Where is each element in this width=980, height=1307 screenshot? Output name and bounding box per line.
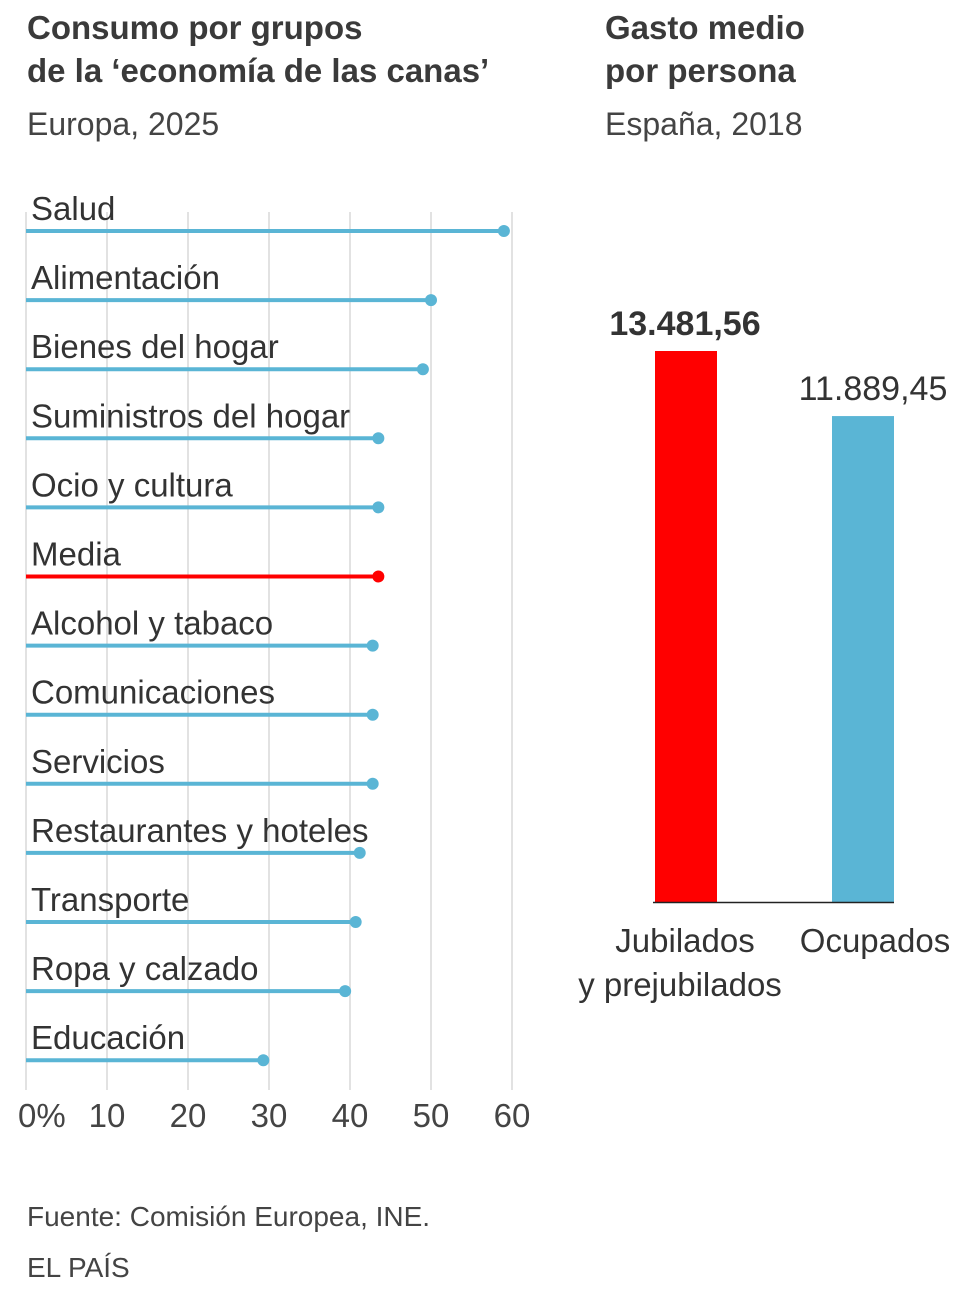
left-chart-title: Consumo por grupos de la ‘economía de la… [27,6,489,92]
category-label-restaurantes-y-hoteles: Restaurantes y hoteles [31,812,369,849]
x-tick-label-0: 0% [18,1097,66,1134]
value-label-ocupados: 11.889,45 [799,370,948,408]
x-tick-label-60: 60 [494,1097,531,1134]
bar-end-dot-transporte [349,916,362,928]
column-chart: 13.481,56 Jubilados y prejubilados 11.889,4… [578,305,950,1003]
left-chart-title-line1: Consumo por grupos [27,9,363,46]
left-chart-subtitle: Europa, 2025 [27,106,220,142]
bar-end-dot-salud [497,225,510,237]
bar-end-dot-comunicaciones [366,708,379,721]
right-chart-title-line1: Gasto medio [605,9,805,46]
category-label-alcohol-y-tabaco: Alcohol y tabaco [31,605,273,642]
column-jubilados-y-prejubilados [655,351,717,902]
category-label-media: Media [31,536,122,573]
category-label-ocupados-line1: Ocupados [800,922,950,959]
category-label-ocio-y-cultura: Ocio y cultura [31,466,233,503]
bar-end-dot-media [372,570,385,583]
right-chart-title-line2: por persona [605,52,796,89]
lollipop-chart: 0% 10 20 30 40 50 60 Salud Alimentación Bienes de… [18,190,531,1134]
bar-end-dot-restaurantes-y-hoteles [353,846,366,859]
category-label-salud: Salud [31,190,115,227]
bar-end-dot-ropa-y-calzado [339,985,352,998]
category-label-alimentacion: Alimentación [31,259,220,296]
bar-end-dot-educacion [257,1054,270,1067]
column-ocupados [832,416,894,902]
category-label-jubilados-y-prejubilados-line1: Jubilados [615,922,754,959]
category-label-bienes-del-hogar: Bienes del hogar [31,328,279,365]
bar-end-dot-ocio-y-cultura [372,501,385,514]
category-label-jubilados-y-prejubilados-line2: y prejubilados [578,966,782,1003]
x-tick-label-20: 20 [170,1097,207,1134]
x-tick-label-40: 40 [332,1097,369,1134]
category-label-transporte: Transporte [31,881,189,918]
x-tick-label-50: 50 [413,1097,450,1134]
right-chart-subtitle: España, 2018 [605,106,803,142]
x-tick-label-10: 10 [89,1097,126,1134]
category-label-comunicaciones: Comunicaciones [31,674,275,711]
source-note: Fuente: Comisión Europea, INE. [27,1201,431,1232]
left-chart-title-line2: de la ‘economía de las canas’ [27,52,490,89]
category-label-educacion: Educación [31,1019,185,1056]
x-tick-label-30: 30 [251,1097,288,1134]
bar-end-dot-alimentacion [425,294,437,307]
bar-end-dot-alcohol-y-tabaco [366,639,379,652]
right-chart-title: Gasto medio por persona [605,6,805,92]
bar-end-dot-bienes-del-hogar [416,363,429,376]
category-label-servicios: Servicios [31,743,165,780]
category-label-ropa-y-calzado: Ropa y calzado [31,950,258,987]
category-label-suministros-del-hogar: Suministros del hogar [31,397,350,434]
bar-end-dot-servicios [366,777,379,790]
bar-end-dot-suministros-del-hogar [372,432,385,445]
brand-logo-text: EL PAÍS [27,1252,130,1283]
value-label-jubilados-y-prejubilados: 13.481,56 [609,305,760,343]
